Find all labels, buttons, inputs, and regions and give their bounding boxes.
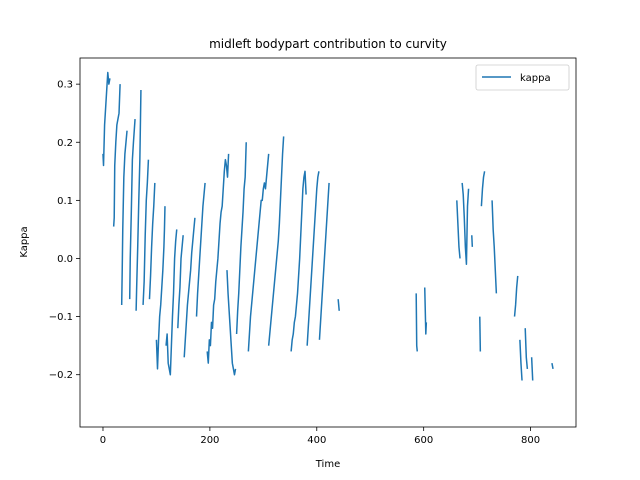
series-segment-kappa	[471, 235, 474, 247]
y-tick-label: −0.2	[49, 370, 73, 381]
series-segment-kappa	[318, 182, 330, 340]
plot-area	[79, 57, 577, 428]
y-tick-label: −0.1	[49, 312, 73, 323]
series-segment-kappa	[519, 339, 523, 381]
series-segment-kappa	[480, 171, 486, 207]
series-segment-kappa	[306, 171, 320, 346]
series-segment-kappa	[148, 182, 156, 300]
y-tick-label: 0.0	[57, 254, 73, 265]
x-tick-label: 0	[100, 435, 106, 446]
series-segment-kappa	[461, 182, 470, 266]
legend-label: kappa	[520, 73, 551, 84]
y-tick-label: 0.3	[57, 80, 73, 91]
series-segment-kappa	[290, 170, 307, 352]
x-axis-label: Time	[315, 459, 340, 470]
series-segment-kappa	[142, 159, 150, 306]
series-segment-kappa	[423, 287, 428, 335]
series-segment-kappa	[491, 200, 498, 294]
chart-title: midleft bodypart contribution to curvity	[209, 37, 447, 51]
series-segment-kappa	[415, 293, 419, 352]
x-tick-label: 600	[414, 435, 433, 446]
series-segment-kappa	[235, 142, 247, 335]
series-segment-kappa	[456, 200, 461, 259]
series-segment-kappa	[206, 153, 230, 364]
series-segment-kappa	[165, 229, 178, 376]
series-segment-kappa	[177, 235, 184, 329]
y-axis: −0.2 −0.1 0.0 0.1 0.2 0.3	[49, 80, 80, 381]
series-lines	[102, 71, 554, 381]
series-segment-kappa	[183, 217, 196, 358]
series-segment-kappa	[513, 275, 519, 317]
x-tick-label: 200	[200, 435, 219, 446]
y-tick-label: 0.1	[57, 196, 73, 207]
series-segment-kappa	[530, 357, 534, 381]
series-segment-kappa	[195, 182, 206, 317]
y-tick-label: 0.2	[57, 138, 73, 149]
series-segment-kappa	[267, 136, 285, 346]
series-segment-kappa	[135, 89, 142, 311]
series-segment-kappa	[551, 362, 554, 370]
series-segment-kappa	[479, 316, 482, 352]
x-axis: 0 200 400 600 800	[100, 427, 540, 446]
legend: kappa	[475, 64, 570, 91]
series-segment-kappa	[337, 299, 340, 311]
series-segment-kappa	[120, 130, 128, 305]
series-segment-kappa	[112, 84, 121, 227]
x-tick-label: 400	[307, 435, 326, 446]
series-segment-kappa	[247, 153, 270, 352]
series-segment-kappa	[102, 71, 111, 167]
series-segment-kappa	[226, 270, 237, 376]
axes-frame	[79, 57, 577, 428]
series-segment-kappa	[128, 118, 136, 300]
series-segment-kappa	[155, 206, 166, 370]
x-tick-label: 800	[521, 435, 540, 446]
legend-box	[475, 64, 570, 91]
series-segment-kappa	[524, 328, 529, 369]
y-axis-label: Kappa	[19, 226, 30, 257]
